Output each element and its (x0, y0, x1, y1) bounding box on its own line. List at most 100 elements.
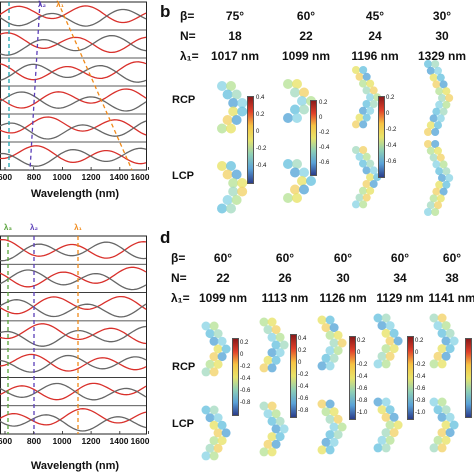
x-tick: 1200 (81, 172, 101, 182)
colorbar-tick: 0.2 (256, 112, 265, 118)
colorbar-tick: -0.2 (357, 362, 368, 368)
field-dot (329, 407, 339, 417)
field-dot (359, 79, 367, 88)
field-dot (431, 128, 440, 136)
colorbar-tick: 0 (357, 350, 361, 356)
field-dot (362, 180, 371, 188)
field-dot (441, 336, 451, 346)
field-dot (445, 344, 455, 354)
field-dot (317, 361, 327, 371)
panel-d-col4-lambda: 1129 nm (376, 291, 424, 305)
field-dot (263, 325, 273, 335)
field-dot (292, 113, 302, 123)
field-dot (209, 321, 219, 331)
x-tick: 1400 (109, 436, 129, 446)
field-dot (228, 178, 239, 188)
field-dot (433, 435, 443, 445)
field-dot (237, 186, 248, 197)
colorbar-tick: 0.2 (357, 338, 366, 344)
field-dot (259, 363, 269, 373)
x-tick: 800 (26, 436, 42, 446)
field-dot (429, 114, 438, 123)
field-dot (231, 195, 242, 205)
field-dot (431, 140, 440, 148)
field-dot (217, 203, 227, 214)
field-dot (359, 106, 367, 115)
colorbar-tick: -0.8 (240, 400, 251, 406)
field-dot (432, 160, 441, 169)
field-dot (381, 313, 391, 323)
field-dot (445, 94, 454, 102)
field-dot (355, 193, 364, 202)
colorbar-tick: -0.2 (240, 364, 251, 370)
field-dot (445, 428, 455, 438)
colorbar-d1 (232, 338, 239, 416)
x-tick: 600 (0, 436, 13, 446)
field-dot (213, 443, 223, 453)
field-dot (279, 340, 289, 350)
spectrum-curve-gray (0, 382, 147, 401)
field-dot (437, 443, 447, 453)
panel-b-col1-lambda: 1017 nm (210, 49, 260, 63)
spectrum-curve-gray (0, 8, 147, 27)
field-dot (385, 405, 395, 415)
field-dot (381, 428, 391, 438)
field-dot (209, 436, 219, 446)
field-dot (439, 187, 448, 196)
field-dot (385, 321, 395, 331)
panel-b-rcp-label: RCP (172, 94, 196, 106)
field-dot (321, 407, 331, 417)
field-dot (393, 420, 403, 430)
field-dot (217, 352, 227, 362)
colorbar-tick: -0.8 (357, 398, 368, 404)
field-dot (352, 146, 360, 154)
field-dot (381, 397, 391, 407)
x-tick: 1600 (130, 172, 150, 182)
spectrum-curve-gray (0, 241, 147, 262)
field-dot (359, 146, 368, 154)
panel-b-lambda-label: λ₁= (180, 49, 199, 63)
colorbar-tick: -0.6 (357, 386, 368, 392)
field-dot (271, 424, 281, 434)
field-dot (445, 174, 454, 182)
lambda1-line (57, 1, 133, 171)
field-dot (267, 363, 277, 373)
field-dot (435, 100, 444, 109)
field-dot (355, 113, 364, 122)
panel-b-col2-beta: 60° (296, 9, 316, 23)
field-dot (267, 332, 277, 342)
panel-b-col3-lambda: 1196 nm (351, 49, 399, 63)
spectrum-curve-gray (0, 147, 147, 167)
field-dot (201, 451, 211, 461)
colorbar-tick: -0.6 (298, 396, 309, 402)
field-dot (228, 106, 239, 117)
field-dot (429, 397, 439, 407)
field-dot (217, 161, 227, 171)
field-dot (437, 328, 447, 338)
colorbar-tick: -0.6 (240, 388, 251, 394)
field-dot (209, 336, 219, 346)
field-dot (297, 96, 307, 106)
colorbar-tick: -0.2 (386, 127, 397, 133)
field-dot (333, 430, 343, 440)
colorbar-tick: 0.2 (298, 348, 307, 354)
colorbar-tick: -0.2 (298, 372, 309, 378)
field-dot (385, 420, 395, 430)
colorbar-tick: 0 (298, 360, 302, 366)
field-dot (424, 128, 432, 136)
spectrum-curve-red (0, 408, 147, 426)
field-dot (329, 353, 339, 363)
field-dot (362, 166, 371, 175)
field-dot (283, 79, 293, 89)
spectrum-curve-gray (0, 34, 147, 56)
colorbar-d4 (407, 336, 414, 420)
field-dot (329, 323, 339, 333)
colorbar-tick: 0 (386, 111, 390, 117)
field-dot (209, 352, 219, 362)
lambda2-marker-bottom: λ₂ (29, 223, 39, 232)
field-dot (271, 409, 281, 419)
spectrum-curve-red (0, 88, 147, 109)
field-dot (437, 313, 447, 323)
field-dot (222, 115, 233, 125)
field-dot (259, 317, 269, 327)
